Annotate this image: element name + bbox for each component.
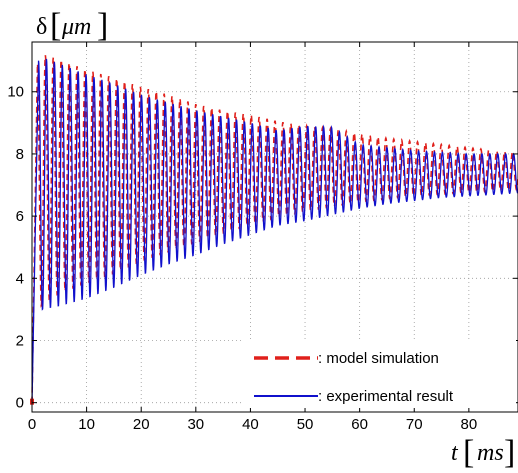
x-axis-bracket-open: [ — [463, 434, 474, 471]
tick-label-x-80: 80 — [461, 416, 478, 433]
tick-label-x-70: 70 — [406, 416, 423, 433]
tick-label-y-6: 6 — [16, 208, 24, 225]
tick-label-x-20: 20 — [133, 416, 150, 433]
y-axis-symbol: δ — [36, 14, 47, 40]
tick-label-y-2: 2 — [16, 332, 24, 349]
tick-label-x-30: 30 — [187, 416, 204, 433]
tick-label-y-10: 10 — [7, 84, 24, 101]
tick-label-y-4: 4 — [16, 270, 24, 287]
x-axis-bracket-close: ] — [504, 434, 515, 471]
tick-label-x-0: 0 — [28, 416, 36, 433]
tick-label-x-50: 50 — [297, 416, 314, 433]
y-axis-bracket-open: [ — [50, 7, 61, 44]
legend-label-model-simulation: : model simulation — [318, 350, 439, 367]
axes-frame — [31, 41, 518, 413]
legend: : model simulation : experimental result — [244, 340, 516, 408]
legend-label-experimental-result: : experimental result — [318, 388, 454, 405]
x-axis-label: t [ ms ] — [451, 434, 515, 471]
tick-label-x-40: 40 — [242, 416, 259, 433]
tick-label-x-60: 60 — [351, 416, 368, 433]
tick-label-y-0: 0 — [16, 395, 24, 412]
y-axis-label: δ [ μm ] — [36, 7, 108, 44]
tick-label-y-8: 8 — [16, 146, 24, 163]
ticks: 0 10 20 30 40 50 60 70 80 0 2 4 6 8 10 — [7, 42, 518, 433]
x-axis-unit: ms — [477, 440, 504, 466]
y-axis-unit: μm — [61, 14, 91, 40]
tick-label-x-10: 10 — [78, 416, 95, 433]
y-axis-bracket-close: ] — [97, 7, 108, 44]
x-axis-symbol: t — [451, 440, 459, 466]
series-line-1 — [31, 58, 518, 403]
